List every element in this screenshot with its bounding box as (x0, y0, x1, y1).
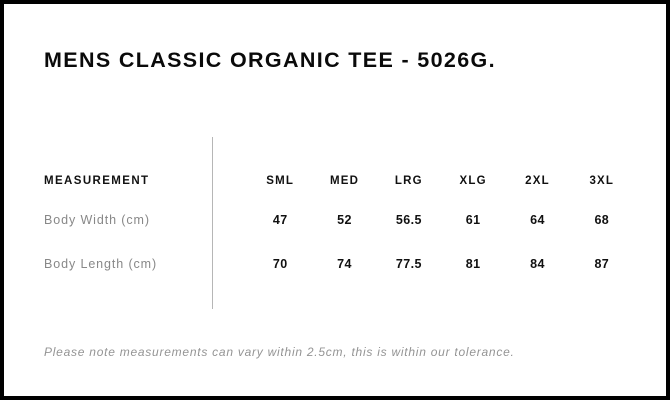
table-header: MEASUREMENT SML MED LRG XLG 2XL 3XL (40, 164, 634, 198)
table-row: Body Length (cm) 70 74 77.5 81 84 87 (40, 242, 634, 286)
cell-body-width-lrg: 56.5 (395, 213, 422, 227)
column-header-med: MED (329, 175, 360, 187)
column-header-measurement: MEASUREMENT (44, 175, 150, 187)
cell-body-length-2xl: 84 (530, 257, 545, 271)
row-label-body-length: Body Length (cm) (44, 257, 158, 271)
cell-body-width-3xl: 68 (594, 213, 610, 227)
table-row: Body Width (cm) 47 52 56.5 61 64 68 (40, 198, 634, 242)
column-header-3xl: 3XL (589, 175, 615, 187)
cell-body-length-sml: 70 (272, 257, 288, 271)
cell-body-length-xlg: 81 (465, 257, 481, 271)
cell-body-length-lrg: 77.5 (395, 257, 422, 271)
column-header-2xl: 2XL (525, 175, 550, 187)
tolerance-footnote: Please note measurements can vary within… (44, 345, 515, 359)
table-vertical-divider (212, 137, 213, 309)
table-body: Body Width (cm) 47 52 56.5 61 64 68 Body… (40, 198, 634, 286)
page-title: MENS CLASSIC ORGANIC TEE - 5026G. (44, 48, 496, 72)
size-chart-inner: MENS CLASSIC ORGANIC TEE - 5026G. MEASUR… (4, 4, 666, 396)
column-header-sml: SML (266, 175, 295, 187)
cell-body-width-sml: 47 (272, 213, 288, 227)
cell-body-width-2xl: 64 (530, 213, 545, 227)
cell-body-length-med: 74 (337, 257, 352, 271)
cell-body-length-3xl: 87 (594, 257, 610, 271)
cell-body-width-xlg: 61 (465, 213, 481, 227)
cell-body-width-med: 52 (337, 213, 352, 227)
row-label-body-width: Body Width (cm) (44, 213, 150, 227)
table-header-row: MEASUREMENT SML MED LRG XLG 2XL 3XL (40, 164, 634, 198)
column-header-xlg: XLG (459, 175, 487, 187)
size-measurement-table: MEASUREMENT SML MED LRG XLG 2XL 3XL Body… (40, 164, 634, 286)
column-header-lrg: LRG (394, 175, 423, 187)
